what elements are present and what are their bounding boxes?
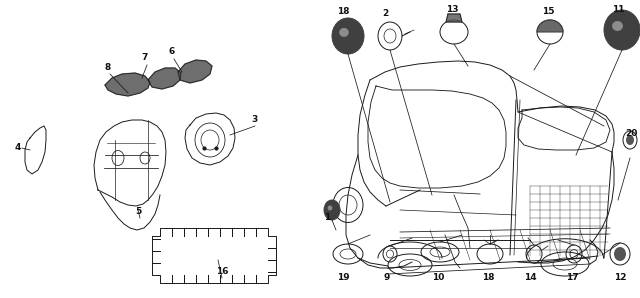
Text: 9: 9 bbox=[384, 274, 390, 283]
Text: 2: 2 bbox=[382, 10, 388, 18]
Ellipse shape bbox=[324, 200, 340, 220]
Text: 16: 16 bbox=[216, 268, 228, 277]
Text: 3: 3 bbox=[252, 116, 258, 125]
Text: 10: 10 bbox=[432, 274, 444, 283]
Polygon shape bbox=[148, 68, 181, 89]
Ellipse shape bbox=[332, 18, 364, 54]
Text: 18: 18 bbox=[482, 274, 494, 283]
Text: 12: 12 bbox=[614, 274, 627, 283]
Text: 11: 11 bbox=[612, 5, 624, 15]
Ellipse shape bbox=[339, 28, 349, 37]
Ellipse shape bbox=[328, 206, 332, 210]
Text: 8: 8 bbox=[105, 63, 111, 72]
Ellipse shape bbox=[614, 247, 626, 261]
Text: 20: 20 bbox=[625, 130, 637, 139]
Ellipse shape bbox=[604, 10, 640, 50]
Text: 1: 1 bbox=[324, 213, 330, 223]
Polygon shape bbox=[105, 73, 150, 96]
Polygon shape bbox=[537, 20, 563, 32]
Text: 15: 15 bbox=[541, 7, 554, 16]
Polygon shape bbox=[446, 14, 462, 22]
Text: 6: 6 bbox=[169, 47, 175, 57]
Text: 18: 18 bbox=[337, 7, 349, 16]
Ellipse shape bbox=[612, 21, 623, 31]
Ellipse shape bbox=[626, 135, 634, 145]
Polygon shape bbox=[178, 60, 212, 83]
Text: 13: 13 bbox=[445, 5, 458, 15]
Text: 17: 17 bbox=[566, 274, 579, 283]
Text: 4: 4 bbox=[15, 144, 21, 153]
Text: 7: 7 bbox=[142, 54, 148, 63]
Text: 19: 19 bbox=[337, 274, 349, 283]
Text: 5: 5 bbox=[135, 207, 141, 217]
Text: 14: 14 bbox=[524, 274, 536, 283]
